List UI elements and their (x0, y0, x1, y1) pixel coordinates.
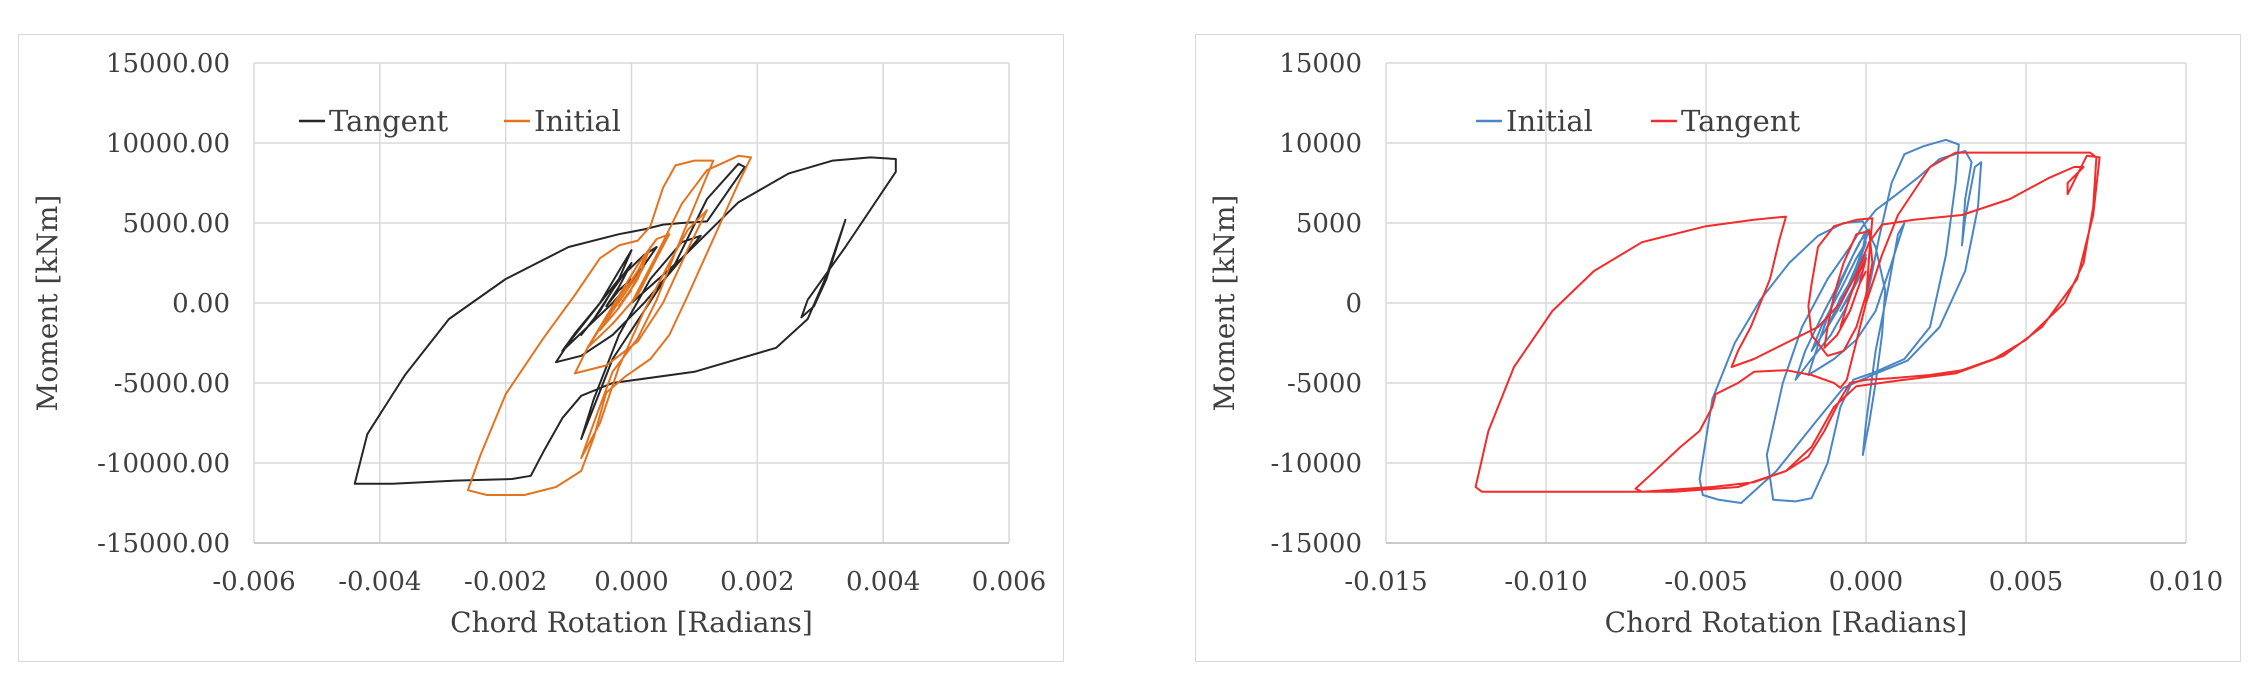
legend-label: Initial (534, 104, 621, 138)
hysteresis-chart-right: -0.015 -0.010 -0.005 0.000 0.005 0.010 15000 10… (1208, 49, 2223, 639)
chart-panel-left: -0.006 -0.004 -0.002 0.000 0.002 0.004 0.006 15… (18, 34, 1064, 662)
y-tick-label: 15000 (1279, 49, 1362, 79)
y-tick-label: 5000 (1296, 209, 1362, 239)
y-tick-label: 10000 (1279, 129, 1362, 159)
x-tick-label: -0.015 (1344, 567, 1427, 597)
series-line-tangent (1474, 151, 2101, 493)
y-tick-label: -10000.00 (97, 449, 230, 479)
x-tick-label: -0.006 (212, 567, 295, 597)
y-tick-label: 5000.00 (122, 209, 230, 239)
plot-area (353, 154, 897, 496)
x-tick-label: -0.004 (338, 567, 421, 597)
y-tick-label: -5000.00 (114, 369, 230, 399)
x-tick-label: 0.004 (846, 567, 920, 597)
series-line-tangent (353, 156, 897, 485)
x-tick-label: 0.002 (720, 567, 794, 597)
y-tick-label: 0.00 (172, 289, 230, 319)
y-tick-label: -10000 (1271, 449, 1363, 479)
series-line-initial (466, 154, 752, 496)
x-tick-label: 0.006 (972, 567, 1046, 597)
x-tick-label: 0.005 (1989, 567, 2063, 597)
y-tick-label: -5000 (1287, 369, 1362, 399)
plot-area (1474, 138, 2101, 504)
legend-label: Initial (1506, 104, 1593, 138)
series-line-initial (1698, 138, 1983, 504)
y-tick-label: 10000.00 (106, 129, 230, 159)
x-tick-label: 0.000 (594, 567, 668, 597)
x-axis-title: Chord Rotation [Radians] (450, 606, 813, 639)
hysteresis-chart-left: -0.006 -0.004 -0.002 0.000 0.002 0.004 0.006 15… (31, 49, 1046, 639)
y-tick-label: 0 (1345, 289, 1362, 319)
chart-panel-right: -0.015 -0.010 -0.005 0.000 0.005 0.010 15000 10… (1195, 34, 2241, 662)
y-tick-label: -15000 (1271, 529, 1363, 559)
x-tick-label: -0.010 (1504, 567, 1587, 597)
legend-label: Tangent (1681, 104, 1800, 138)
y-axis-title: Moment [kNm] (1208, 195, 1241, 412)
y-axis-title: Moment [kNm] (31, 195, 64, 412)
x-tick-label: -0.002 (464, 567, 547, 597)
x-tick-label: 0.000 (1829, 567, 1903, 597)
x-tick-label: -0.005 (1664, 567, 1747, 597)
legend-label: Tangent (329, 104, 448, 138)
x-tick-label: 0.010 (2149, 567, 2223, 597)
y-tick-label: -15000.00 (97, 529, 230, 559)
y-tick-label: 15000.00 (106, 49, 230, 79)
x-axis-title: Chord Rotation [Radians] (1605, 606, 1968, 639)
